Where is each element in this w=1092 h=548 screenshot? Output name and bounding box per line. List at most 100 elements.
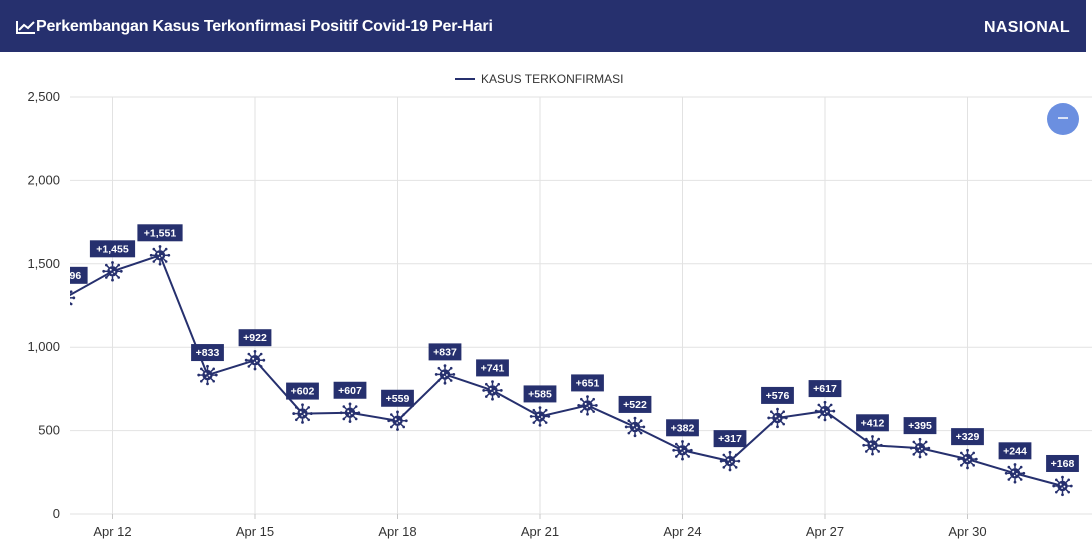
zoom-out-button[interactable] <box>1047 103 1079 135</box>
data-point[interactable] <box>529 405 551 428</box>
data-label-text: +607 <box>338 385 362 397</box>
data-point[interactable] <box>956 448 979 471</box>
data-label-box <box>903 417 937 435</box>
data-label: +585 <box>523 385 557 403</box>
data-label-text: +244 <box>1003 445 1027 457</box>
chart-header: Perkembangan Kasus Terkonfirmasi Positif… <box>0 0 1086 52</box>
data-label: +395 <box>903 417 937 435</box>
data-label-box <box>713 430 747 448</box>
data-label: +602 <box>286 382 319 400</box>
data-point[interactable] <box>814 400 836 423</box>
x-tick-label: Apr 24 <box>663 524 701 539</box>
data-label-text: +395 <box>908 420 932 432</box>
y-tick-label: 500 <box>38 423 60 438</box>
data-label-text: +412 <box>861 417 885 429</box>
data-label-text: +168 <box>1051 458 1075 470</box>
data-label: +617 <box>808 380 842 398</box>
data-label: +244 <box>998 442 1032 460</box>
data-label: +922 <box>238 329 272 347</box>
data-label-text: +382 <box>671 422 695 434</box>
data-label-text: +1,551 <box>144 227 177 239</box>
data-label: +317 <box>713 430 747 448</box>
data-label-text: +922 <box>243 332 267 344</box>
data-point[interactable] <box>481 379 504 402</box>
data-label-box <box>571 374 604 392</box>
data-label: +168 <box>1046 454 1079 472</box>
y-gridlines <box>70 96 1092 515</box>
data-label: +382 <box>666 419 699 437</box>
data-label-box <box>951 428 984 446</box>
data-label-box <box>1046 454 1079 472</box>
y-tick-label: 2,000 <box>27 172 60 187</box>
scope-label: NASIONAL <box>984 19 1070 36</box>
line-chart-icon <box>16 21 35 34</box>
data-label-text: +522 <box>623 399 647 411</box>
data-label-text: +833 <box>196 347 220 359</box>
data-point[interactable] <box>55 286 76 309</box>
legend[interactable]: KASUS TERKONFIRMASI <box>455 72 623 86</box>
data-label-box <box>238 329 272 347</box>
data-label: +837 <box>428 343 462 361</box>
data-label-box <box>618 395 652 413</box>
data-label-box <box>998 442 1032 460</box>
data-label-text: +837 <box>433 346 457 358</box>
series-kasus-terkonfirmasi: +1,296 +1,455 +1,551 +833 +922 +602 +607 +559 +8… <box>49 224 1079 497</box>
data-label-box <box>666 419 699 437</box>
x-axis: Apr 12 Apr 15 Apr 18 Apr 21 Apr 24 Apr 27 Apr … <box>93 524 986 539</box>
y-tick-label: 1,500 <box>27 256 60 271</box>
data-label: +412 <box>856 414 889 432</box>
data-point[interactable] <box>339 401 361 424</box>
x-tick-label: Apr 12 <box>93 524 131 539</box>
y-tick-label: 0 <box>53 506 60 521</box>
data-label-text: +741 <box>481 362 505 374</box>
data-point[interactable] <box>196 364 219 387</box>
data-label-text: +317 <box>718 433 742 445</box>
data-point[interactable] <box>1051 475 1074 497</box>
data-label-text: +602 <box>291 386 315 398</box>
data-point[interactable] <box>671 439 694 462</box>
data-label: +607 <box>333 381 367 399</box>
x-tick-label: Apr 27 <box>806 524 844 539</box>
data-label-box <box>286 382 319 400</box>
data-label-box <box>808 380 842 398</box>
y-tick-label: 2,500 <box>27 89 60 104</box>
data-label-box <box>523 385 557 403</box>
data-label-text: +329 <box>956 431 980 443</box>
y-tick-label: 1,000 <box>27 339 60 354</box>
data-label: +559 <box>381 389 414 407</box>
x-tick-label: Apr 30 <box>948 524 986 539</box>
x-gridlines <box>112 97 968 519</box>
y-axis: 0 500 1,000 1,500 2,000 2,500 <box>27 89 60 521</box>
data-label-box <box>70 266 88 284</box>
data-point[interactable] <box>909 437 931 460</box>
data-label-box <box>476 359 509 377</box>
data-label: +576 <box>761 386 794 404</box>
data-point[interactable] <box>149 244 171 267</box>
x-tick-label: Apr 21 <box>521 524 559 539</box>
data-label-box <box>137 224 183 242</box>
data-label-box <box>89 240 136 258</box>
data-point[interactable] <box>576 394 599 417</box>
data-label: +329 <box>951 428 984 446</box>
data-label-text: +576 <box>766 390 790 402</box>
series-line <box>70 254 1063 487</box>
x-tick-label: Apr 18 <box>378 524 416 539</box>
data-label-text: +617 <box>813 383 837 395</box>
data-point[interactable] <box>624 415 646 438</box>
data-point[interactable] <box>861 434 884 457</box>
data-label: +1,551 <box>137 224 183 242</box>
data-label-box <box>856 414 889 432</box>
data-point[interactable] <box>1004 462 1026 485</box>
data-label: +1,455 <box>89 240 136 258</box>
data-label: +522 <box>618 395 652 413</box>
data-label-text: +1,296 <box>49 270 82 282</box>
data-label: +651 <box>571 374 604 392</box>
x-tick-label: Apr 15 <box>236 524 274 539</box>
data-label-text: +585 <box>528 388 552 400</box>
data-label-box <box>428 343 462 361</box>
data-label-text: +1,455 <box>96 243 129 255</box>
legend-label: KASUS TERKONFIRMASI <box>481 72 623 86</box>
data-label-text: +651 <box>576 377 600 389</box>
data-label: +833 <box>191 344 224 362</box>
